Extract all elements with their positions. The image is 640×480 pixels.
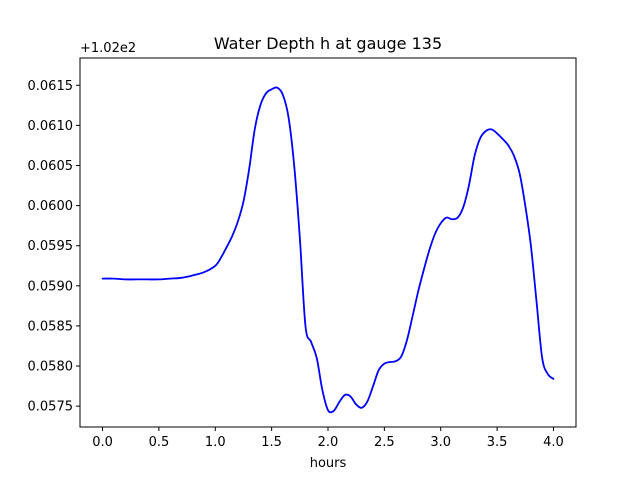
y-tick-label: 0.0575 — [28, 400, 74, 415]
x-tick-label: 4.0 — [543, 435, 564, 450]
y-tick-label: 0.0605 — [28, 159, 74, 174]
y-axis-ticks: 0.0575 0.0580 0.0585 0.0590 0.0595 0.0600 0.06… — [28, 79, 80, 415]
x-tick-label: 3.5 — [487, 435, 508, 450]
plot-frame — [79, 57, 577, 428]
x-tick-label: 3.0 — [430, 435, 451, 450]
x-tick-label: 1.5 — [261, 435, 282, 450]
series-layer — [101, 86, 555, 414]
series-line — [101, 86, 555, 414]
y-tick-label: 0.0600 — [28, 199, 74, 214]
x-axis-ticks: 0.0 0.5 1.0 1.5 2.0 2.5 3.0 3.5 4.0 — [92, 427, 564, 450]
x-tick-label: 1.0 — [205, 435, 226, 450]
y-tick-label: 0.0595 — [28, 239, 74, 254]
x-tick-label: 2.5 — [374, 435, 395, 450]
x-tick-label: 2.0 — [318, 435, 339, 450]
x-tick-label: 0.0 — [92, 435, 113, 450]
y-tick-label: 0.0615 — [28, 79, 74, 94]
y-tick-label: 0.0580 — [28, 360, 74, 375]
chart-title: Water Depth h at gauge 135 — [214, 34, 442, 53]
x-axis-label: hours — [310, 456, 347, 471]
y-tick-label: 0.0585 — [28, 319, 74, 334]
y-offset-label: +1.02e2 — [80, 41, 136, 56]
y-tick-label: 0.0610 — [28, 119, 74, 134]
y-tick-label: 0.0590 — [28, 279, 74, 294]
x-tick-label: 0.5 — [149, 435, 170, 450]
